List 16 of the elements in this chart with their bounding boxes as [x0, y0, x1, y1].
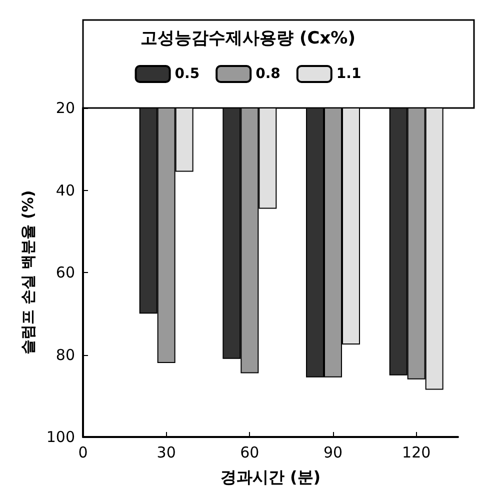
legend-label: 0.8	[256, 66, 280, 82]
y-tick-label: 20	[56, 99, 75, 117]
y-tick-label: 80	[56, 346, 75, 364]
y-tick-label: 60	[56, 264, 75, 282]
x-tick-label: 30	[156, 444, 176, 462]
legend-title: 고성능감수제사용량 (Cx%)	[140, 28, 356, 48]
legend-label: 0.5	[174, 66, 200, 82]
y-tick-label: 100	[46, 428, 75, 446]
legend-label: 1.1	[336, 66, 362, 82]
x-axis-title: 경과시간 (분)	[220, 468, 321, 486]
y-axis-title: 슬럼프 손실 백분율 (%)	[18, 190, 37, 355]
x-tick-label: 90	[323, 444, 343, 462]
x-tick-label: 60	[240, 444, 260, 462]
x-tick-label: 0	[78, 444, 88, 462]
y-tick-label: 40	[56, 181, 75, 200]
x-tick-label: 120	[402, 444, 431, 462]
